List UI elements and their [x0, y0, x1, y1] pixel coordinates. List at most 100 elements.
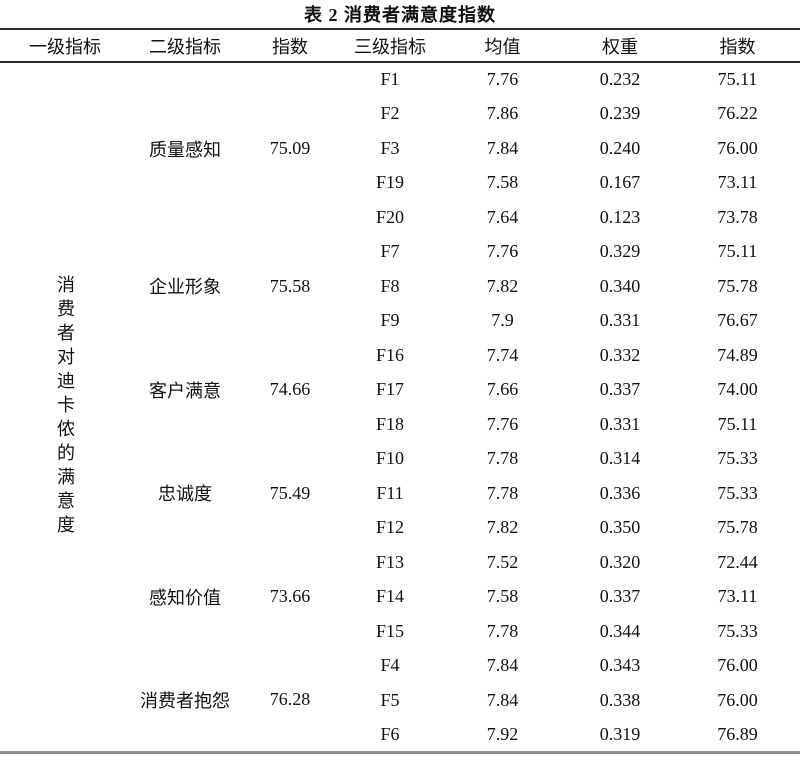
cell-index: 73.11 — [717, 586, 758, 607]
cell-index: 73.78 — [717, 206, 758, 227]
cell-f: F9 — [380, 310, 400, 331]
table-row: 消费者抱怨 76.28 F4 7.84 0.343 76.00 — [0, 649, 800, 710]
cell-f: F5 — [380, 689, 400, 710]
cell-weight: 0.343 — [599, 655, 641, 676]
cell-index: 75.11 — [717, 241, 758, 262]
cell-mean: 7.78 — [486, 620, 519, 641]
cell-index: 75.33 — [717, 448, 758, 469]
cell-index: 74.89 — [717, 344, 758, 365]
group-index: 75.09 — [269, 138, 311, 159]
cell-index: 75.33 — [717, 482, 758, 503]
table-row: F9 7.9 0.331 76.67 — [0, 304, 800, 339]
cell-f: F18 — [375, 413, 404, 434]
cell-weight: 0.344 — [599, 620, 641, 641]
cell-f: F16 — [375, 344, 404, 365]
level1-indicator-label: 消费者对迪卡侬的满意度 — [55, 274, 75, 539]
col-header-index3: 指数 — [675, 29, 800, 63]
cell-weight: 0.232 — [599, 69, 641, 90]
cell-f: F8 — [380, 275, 400, 296]
table-row: F8 7.82 0.340 75.78 — [0, 269, 800, 304]
cell-weight: 0.167 — [599, 172, 641, 193]
cell-index: 73.11 — [717, 172, 758, 193]
cell-weight: 0.350 — [599, 517, 641, 538]
level1-indicator-cell: 消费者对迪卡侬的满意度 — [0, 62, 130, 752]
cell-f: F15 — [375, 620, 404, 641]
cell-index: 76.00 — [717, 655, 758, 676]
cell-mean: 7.74 — [486, 344, 519, 365]
group-label: 感知价值 — [149, 587, 221, 608]
cell-mean: 7.78 — [486, 482, 519, 503]
table-row: F3 7.84 0.240 76.00 — [0, 131, 800, 166]
cell-index: 75.78 — [717, 517, 758, 538]
table-row: F5 7.84 0.338 76.00 — [0, 683, 800, 718]
table-row: 消费者对迪卡侬的满意度 质量感知 75.09 F1 7.76 0.232 75.… — [0, 62, 800, 539]
group-index: 76.28 — [269, 689, 311, 709]
cell-f: F7 — [380, 241, 400, 262]
cell-mean: 7.58 — [486, 586, 519, 607]
table-row: F14 7.58 0.337 73.11 — [0, 580, 800, 615]
cell-mean: 7.76 — [486, 413, 519, 434]
cell-weight: 0.338 — [599, 689, 641, 710]
cell-weight: 0.239 — [599, 103, 641, 124]
cell-f: F11 — [376, 482, 404, 503]
group-index: 74.66 — [269, 379, 311, 400]
cell-weight: 0.336 — [599, 482, 641, 503]
cell-weight: 0.340 — [599, 275, 641, 296]
cell-mean: 7.84 — [486, 137, 519, 158]
cell-f: F17 — [375, 379, 404, 400]
cell-index: 75.11 — [717, 69, 758, 90]
group-label: 质量感知 — [149, 139, 221, 160]
cell-weight: 0.332 — [599, 344, 641, 365]
cell-f: F2 — [380, 103, 400, 124]
cell-mean: 7.58 — [486, 172, 519, 193]
col-header-weight: 权重 — [565, 29, 675, 63]
col-header-index2: 指数 — [240, 29, 340, 63]
cell-f: F3 — [380, 137, 400, 158]
cell-mean: 7.84 — [486, 689, 519, 710]
group-label: 忠诚度 — [158, 484, 212, 505]
cell-mean: 7.76 — [486, 241, 519, 262]
group-label: 客户满意 — [149, 380, 221, 401]
cell-weight: 0.240 — [599, 137, 641, 158]
group-label: 消费者抱怨 — [140, 690, 230, 711]
cell-index: 75.11 — [717, 413, 758, 434]
cell-mean: 7.52 — [486, 551, 519, 572]
cell-f: F10 — [375, 448, 404, 469]
cell-f: F12 — [375, 517, 404, 538]
cell-mean: 7.66 — [486, 379, 519, 400]
cell-f: F13 — [375, 551, 404, 572]
table-row: F15 7.78 0.344 75.33 — [0, 614, 800, 649]
cell-f: F14 — [375, 586, 404, 607]
cell-mean: 7.64 — [486, 206, 519, 227]
cell-index: 75.33 — [717, 620, 758, 641]
cell-f: F4 — [380, 655, 400, 676]
cell-index: 76.00 — [717, 137, 758, 158]
cell-mean: 7.82 — [486, 275, 519, 296]
cell-weight: 0.123 — [599, 206, 641, 227]
table-row: 客户满意 74.66 F16 7.74 0.332 74.89 — [0, 338, 800, 401]
cell-f: F19 — [375, 172, 404, 193]
table-row: 企业形象 75.58 F7 7.76 0.329 75.11 — [0, 235, 800, 297]
cell-mean: 7.84 — [486, 655, 519, 676]
table-row: F2 7.86 0.239 76.22 — [0, 97, 800, 132]
table-title: 表 2 消费者满意度指数 — [304, 5, 496, 25]
table-row: F18 7.76 0.331 75.11 — [0, 407, 800, 442]
header-row: 一级指标 二级指标 指数 三级指标 均值 权重 指数 — [0, 29, 800, 63]
cell-mean: 7.76 — [486, 69, 519, 90]
table-row: F17 7.66 0.337 74.00 — [0, 373, 800, 408]
col-header-mean: 均值 — [440, 29, 565, 63]
table-row: F12 7.82 0.350 75.78 — [0, 511, 800, 546]
cell-index: 74.00 — [717, 379, 758, 400]
group-index: 73.66 — [269, 586, 311, 607]
cell-mean: 7.78 — [486, 448, 519, 469]
cell-index: 72.44 — [717, 551, 758, 572]
col-header-level3: 三级指标 — [340, 29, 440, 63]
cell-index: 76.89 — [717, 723, 758, 744]
cell-index: 75.78 — [717, 275, 758, 296]
cell-mean: 7.86 — [486, 103, 519, 124]
cell-index: 76.22 — [717, 103, 758, 124]
table-row: F19 7.58 0.167 73.11 — [0, 166, 800, 201]
cell-mean: 7.82 — [486, 517, 519, 538]
table-row: 忠诚度 75.49 F10 7.78 0.314 75.33 — [0, 442, 800, 504]
